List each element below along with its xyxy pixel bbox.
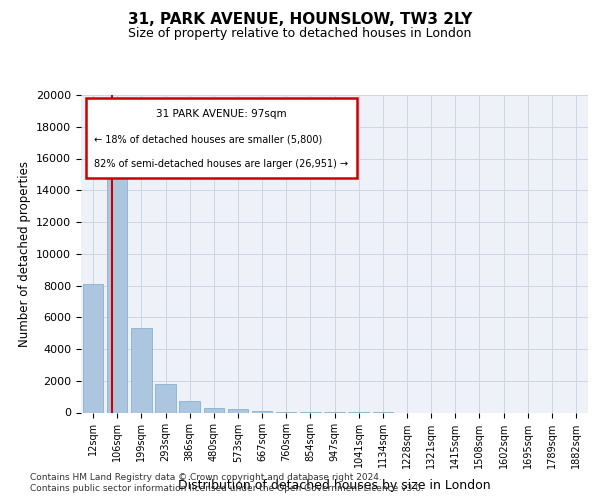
Text: ← 18% of detached houses are smaller (5,800): ← 18% of detached houses are smaller (5,… xyxy=(94,134,322,144)
Bar xyxy=(179,402,200,412)
Y-axis label: Number of detached properties: Number of detached properties xyxy=(17,161,31,347)
Bar xyxy=(155,384,176,412)
X-axis label: Distribution of detached houses by size in London: Distribution of detached houses by size … xyxy=(178,479,491,492)
Bar xyxy=(227,410,248,412)
Bar xyxy=(83,284,103,412)
Text: 31 PARK AVENUE: 97sqm: 31 PARK AVENUE: 97sqm xyxy=(157,109,287,119)
Bar xyxy=(203,408,224,412)
Bar xyxy=(131,328,152,412)
Text: Contains HM Land Registry data © Crown copyright and database right 2024.: Contains HM Land Registry data © Crown c… xyxy=(30,472,382,482)
Bar xyxy=(252,411,272,412)
Text: Contains public sector information licensed under the Open Government Licence v3: Contains public sector information licen… xyxy=(30,484,424,493)
Text: 82% of semi-detached houses are larger (26,951) →: 82% of semi-detached houses are larger (… xyxy=(94,159,348,169)
Text: 31, PARK AVENUE, HOUNSLOW, TW3 2LY: 31, PARK AVENUE, HOUNSLOW, TW3 2LY xyxy=(128,12,472,28)
Text: Size of property relative to detached houses in London: Size of property relative to detached ho… xyxy=(128,28,472,40)
Bar xyxy=(107,150,127,412)
FancyBboxPatch shape xyxy=(86,98,358,178)
